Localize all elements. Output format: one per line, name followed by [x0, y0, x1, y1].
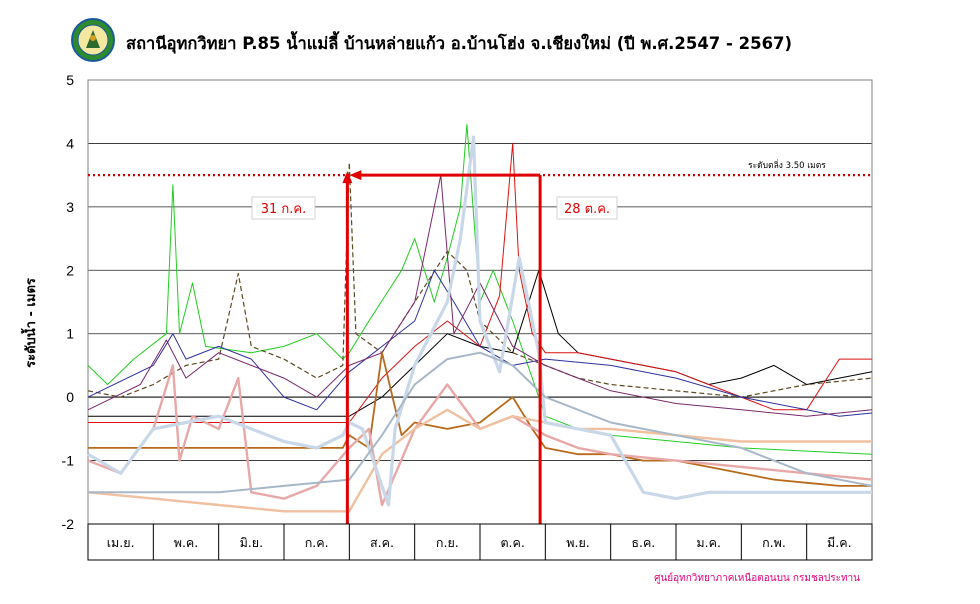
month-label: ส.ค.	[370, 535, 394, 550]
period-markers: 31 ก.ค. 28 ต.ค.	[251, 170, 618, 524]
y-tick-label: 2	[66, 262, 74, 278]
month-label: ม.ค.	[696, 535, 721, 550]
month-label: พ.ค.	[174, 535, 199, 550]
month-label: ต.ค.	[500, 535, 524, 550]
y-tick-label: 4	[66, 135, 74, 151]
period-start-label-box	[251, 196, 316, 220]
series-line-6	[87, 174, 873, 417]
month-label: ก.ย.	[436, 535, 459, 550]
series-line-4	[88, 142, 872, 423]
series-line-5	[87, 269, 873, 417]
month-label: มิ.ย.	[240, 535, 264, 550]
department-logo	[71, 18, 115, 62]
series-group	[87, 123, 873, 513]
series-line-9	[87, 408, 872, 513]
y-tick-labels: 5 4 3 2 1 0 -1 -2	[62, 72, 75, 532]
series-line-3	[88, 269, 873, 417]
month-label: เม.ย.	[107, 535, 135, 550]
series-line-11	[88, 351, 873, 494]
critical-level-label: ระดับตลิ่ง 3.50 เมตร	[748, 159, 826, 171]
critical-level-group: ระดับตลิ่ง 3.50 เมตร	[88, 159, 872, 177]
source-note: ศูนย์อุทกวิทยาภาคเหนือตอนบน กรมชลประทาน	[654, 572, 860, 584]
month-label: พ.ย.	[566, 535, 590, 550]
month-axis: เม.ย. พ.ค. มิ.ย. ก.ค. ส.ค. ก.ย. ต.ค. พ.ย. ธ.ค. ม.…	[87, 523, 873, 561]
month-label: ก.พ.	[762, 535, 786, 550]
y-tick-label: 3	[66, 199, 74, 215]
month-label: ก.ค.	[305, 535, 329, 550]
arrow-head-up	[342, 171, 353, 184]
y-tick-label: 1	[66, 326, 74, 342]
y-tick-label: -1	[62, 453, 75, 469]
period-end-label-box	[556, 196, 618, 220]
period-start-label: 31 ก.ค.	[261, 202, 307, 217]
period-end-label: 28 ต.ค.	[564, 202, 610, 217]
series-line-10	[87, 135, 872, 507]
series-line-7	[88, 351, 872, 487]
y-tick-label: -2	[62, 516, 75, 532]
month-label: มี.ค.	[827, 535, 852, 550]
arrow-head-left	[349, 170, 362, 181]
chart-title: สถานีอุทกวิทยา P.85 น้ำแม่ลี้ บ้านหล่ายแ…	[126, 31, 792, 54]
y-tick-label: 0	[66, 389, 74, 405]
month-label: ธ.ค.	[631, 535, 655, 550]
series-line-8	[87, 364, 873, 507]
y-tick-label: 5	[66, 72, 74, 88]
y-axis-label: ระดับน้ำ - เมตร	[20, 278, 39, 368]
